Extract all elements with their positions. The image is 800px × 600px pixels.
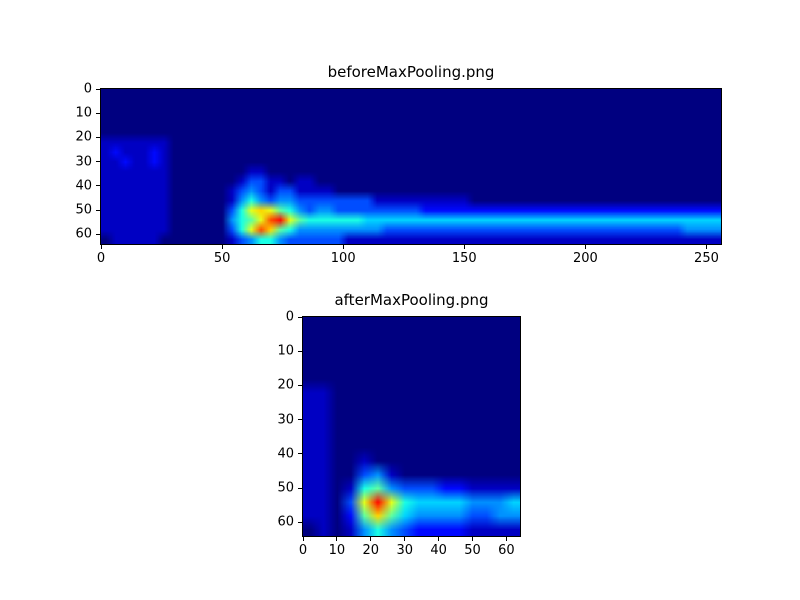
x-tick-mark	[221, 245, 223, 249]
after-maxpooling-axes: afterMaxPooling.png 0 10 20 30 40 50 60 0 10 20 30…	[277, 291, 521, 558]
x-tick-label: 50	[464, 543, 481, 558]
y-tick-mark	[96, 161, 100, 163]
x-tick-mark	[438, 537, 440, 541]
x-tick-mark	[370, 537, 372, 541]
y-tick-mark	[298, 453, 302, 455]
x-tick-label: 200	[572, 251, 598, 266]
y-tick-label: 40	[75, 178, 92, 194]
x-tick-mark	[463, 245, 465, 249]
y-tick-mark	[96, 209, 100, 211]
y-tick-mark	[96, 136, 100, 138]
x-tick-mark	[302, 537, 304, 541]
y-tick-mark	[298, 384, 302, 386]
y-tick-label: 10	[277, 343, 294, 359]
x-tick-mark	[505, 537, 507, 541]
x-tick-mark	[342, 245, 344, 249]
x-tick-label: 250	[694, 251, 719, 266]
x-tick-mark	[472, 537, 474, 541]
x-tick-mark	[705, 245, 707, 249]
y-tick-mark	[298, 521, 302, 523]
y-tick-mark	[298, 487, 302, 489]
y-tick-mark	[298, 419, 302, 421]
x-tick-mark	[584, 245, 586, 249]
before-chart-title: beforeMaxPooling.png	[327, 63, 495, 81]
x-tick-label: 100	[330, 251, 356, 266]
x-tick-label: 50	[213, 251, 231, 266]
y-tick-label: 30	[75, 154, 92, 170]
y-tick-label: 60	[75, 226, 92, 242]
after-heatmap-canvas	[303, 317, 520, 536]
y-tick-label: 50	[75, 202, 92, 218]
y-tick-label: 0	[285, 309, 294, 325]
y-tick-mark	[298, 350, 302, 352]
x-tick-label: 30	[396, 543, 413, 558]
x-tick-label: 60	[498, 543, 515, 558]
before-maxpooling-axes: beforeMaxPooling.png 0 50 100 150 200 250 0 10 2…	[75, 63, 722, 266]
y-tick-label: 0	[83, 81, 92, 97]
x-tick-mark	[404, 537, 406, 541]
x-tick-mark	[100, 245, 102, 249]
y-tick-label: 30	[277, 412, 294, 428]
y-tick-mark	[96, 185, 100, 187]
y-tick-label: 20	[277, 377, 294, 393]
y-tick-mark	[298, 316, 302, 318]
y-tick-mark	[96, 112, 100, 114]
x-tick-label: 10	[328, 543, 346, 558]
x-tick-label: 0	[96, 251, 106, 266]
x-tick-label: 40	[430, 543, 447, 558]
x-tick-label: 20	[362, 543, 380, 558]
before-heatmap-canvas	[101, 89, 721, 244]
y-tick-mark	[96, 233, 100, 235]
y-tick-label: 60	[277, 514, 294, 530]
y-tick-label: 50	[277, 480, 294, 496]
after-chart-title: afterMaxPooling.png	[334, 291, 489, 309]
y-tick-mark	[96, 88, 100, 90]
y-tick-label: 20	[75, 129, 92, 145]
y-tick-label: 40	[277, 446, 294, 462]
x-tick-label: 150	[451, 251, 477, 266]
x-tick-mark	[336, 537, 338, 541]
y-tick-label: 10	[75, 105, 92, 121]
x-tick-label: 0	[298, 543, 308, 558]
